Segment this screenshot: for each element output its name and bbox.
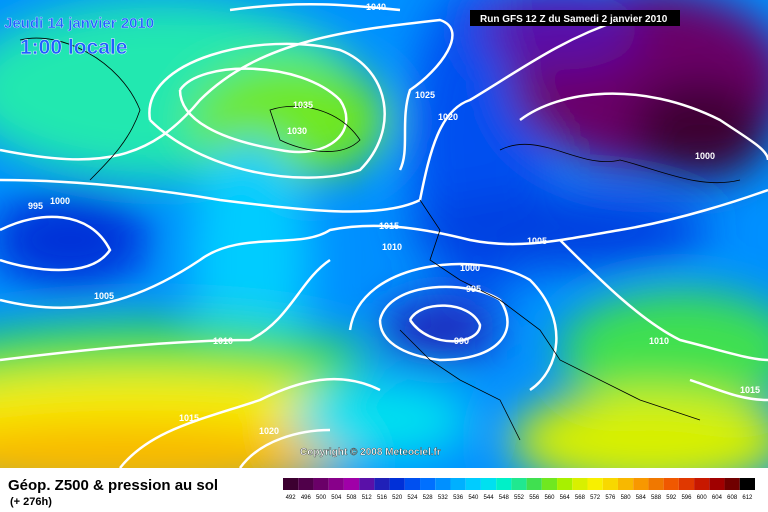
copyright: Copyright © 2008 Meteociel.fr bbox=[300, 447, 441, 458]
isobar-label: 1030 bbox=[287, 126, 307, 136]
legend-swatch bbox=[480, 478, 497, 490]
legend-label: 492 bbox=[286, 495, 297, 501]
legend-label: 592 bbox=[666, 495, 677, 501]
legend-label: 540 bbox=[468, 495, 479, 501]
legend-swatch bbox=[709, 478, 725, 490]
legend-label: 604 bbox=[712, 495, 723, 501]
legend: 492 496 500 504 508 512 516 520 524 528 532 536 540 5… bbox=[283, 478, 755, 501]
legend-swatch bbox=[374, 478, 390, 490]
isobar-label: 1020 bbox=[438, 112, 458, 122]
map-title: Géop. Z500 & pression au sol bbox=[8, 477, 218, 494]
legend-label: 560 bbox=[544, 495, 555, 501]
isobar-label: 1010 bbox=[213, 336, 233, 346]
legend-swatch bbox=[420, 478, 436, 490]
map-field: 1040 1035 1030 1025 1020 1000 995 1000 1015 1010 1… bbox=[0, 0, 768, 468]
legend-swatch bbox=[359, 478, 375, 490]
legend-swatch bbox=[435, 478, 451, 490]
legend-swatch bbox=[587, 478, 603, 490]
legend-swatch bbox=[313, 478, 329, 490]
isobar-label: 1010 bbox=[382, 242, 402, 252]
legend-swatch bbox=[557, 478, 573, 490]
isobar-lines bbox=[0, 2, 768, 468]
legend-swatch bbox=[511, 478, 527, 490]
legend-swatch bbox=[450, 478, 466, 490]
legend-label: 548 bbox=[499, 495, 510, 501]
legend-label: 556 bbox=[529, 495, 540, 501]
isobar-label: 995 bbox=[28, 201, 43, 211]
legend-label: 580 bbox=[621, 495, 632, 501]
legend-label: 528 bbox=[423, 495, 434, 501]
isobar-label: 1015 bbox=[379, 221, 399, 231]
legend-label: 596 bbox=[681, 495, 692, 501]
isobar-label: 1000 bbox=[50, 196, 70, 206]
legend-label: 588 bbox=[651, 495, 662, 501]
legend-label: 512 bbox=[362, 495, 373, 501]
legend-label: 532 bbox=[438, 495, 449, 501]
isobar-label: 1005 bbox=[94, 291, 114, 301]
legend-swatch bbox=[602, 478, 618, 490]
legend-swatch bbox=[724, 478, 740, 490]
isobar-label: 1010 bbox=[649, 336, 669, 346]
coastlines bbox=[19, 37, 741, 441]
legend-swatch bbox=[572, 478, 588, 490]
legend-label: 600 bbox=[697, 495, 708, 501]
legend-label: 572 bbox=[590, 495, 601, 501]
legend-swatch bbox=[283, 478, 299, 490]
legend-label: 508 bbox=[347, 495, 358, 501]
legend-label: 612 bbox=[742, 495, 753, 501]
legend-swatch bbox=[343, 478, 360, 490]
map-subtitle: (+ 276h) bbox=[10, 496, 52, 508]
legend-label: 524 bbox=[407, 495, 418, 501]
legend-swatch bbox=[633, 478, 649, 490]
isobar-label: 1000 bbox=[695, 151, 715, 161]
legend-swatch bbox=[298, 478, 314, 490]
legend-label: 496 bbox=[301, 495, 312, 501]
legend-swatch bbox=[663, 478, 679, 490]
legend-swatch bbox=[465, 478, 481, 490]
legend-label: 520 bbox=[392, 495, 403, 501]
legend-swatch bbox=[739, 478, 755, 490]
isobar-label: 1025 bbox=[415, 90, 435, 100]
legend-label: 504 bbox=[331, 495, 342, 501]
legend-label: 516 bbox=[377, 495, 388, 501]
run-box bbox=[470, 10, 680, 26]
legend-label: 608 bbox=[727, 495, 738, 501]
legend-swatch bbox=[526, 478, 542, 490]
forecast-date: Jeudi 14 janvier 2010 bbox=[4, 15, 154, 32]
legend-label: 552 bbox=[514, 495, 525, 501]
legend-swatch bbox=[496, 478, 512, 490]
legend-label: 500 bbox=[316, 495, 327, 501]
legend-swatch bbox=[648, 478, 664, 490]
forecast-time: 1:00 locale bbox=[20, 36, 127, 59]
legend-label: 536 bbox=[453, 495, 464, 501]
legend-label: 544 bbox=[484, 495, 495, 501]
isobar-label: 990 bbox=[454, 336, 469, 346]
isobar-label: 1015 bbox=[740, 385, 760, 395]
legend-swatch bbox=[678, 478, 695, 490]
legend-label: 584 bbox=[636, 495, 647, 501]
legend-swatch bbox=[328, 478, 344, 490]
isobar-label: 995 bbox=[466, 284, 481, 294]
legend-label: 564 bbox=[560, 495, 571, 501]
legend-label: 576 bbox=[605, 495, 616, 501]
run-info: Run GFS 12 Z du Samedi 2 janvier 2010 bbox=[480, 14, 668, 25]
isobar-label: 1015 bbox=[179, 413, 199, 423]
legend-swatch bbox=[694, 478, 710, 490]
legend-swatch bbox=[389, 478, 405, 490]
isobar-label: 1005 bbox=[527, 236, 547, 246]
legend-swatch bbox=[404, 478, 421, 490]
legend-swatch bbox=[617, 478, 634, 490]
isobar-label: 1000 bbox=[460, 263, 480, 273]
isobar-label: 1035 bbox=[293, 100, 313, 110]
legend-label: 568 bbox=[575, 495, 586, 501]
isobar-label: 1040 bbox=[366, 2, 386, 12]
isobar-label: 1020 bbox=[259, 426, 279, 436]
legend-swatch bbox=[541, 478, 558, 490]
